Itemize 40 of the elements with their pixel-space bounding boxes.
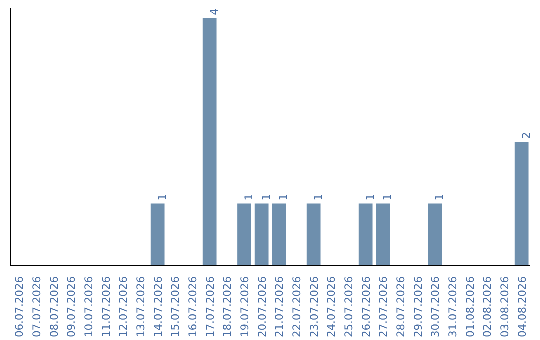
x-tick-label: 23.07.2026	[308, 276, 321, 338]
x-tick-label: 25.07.2026	[342, 276, 356, 338]
x-tick-label: 24.07.2026	[325, 276, 338, 338]
data-label: 1	[242, 194, 256, 201]
x-tick-label: 22.07.2026	[290, 276, 304, 338]
x-tick-label: 03.08.2026	[498, 276, 512, 338]
x-tick-label: 10.07.2026	[82, 276, 96, 338]
x-tick-label: 17.07.2026	[204, 276, 217, 338]
data-label: 1	[277, 194, 290, 201]
x-tick-label: 16.07.2026	[186, 276, 200, 338]
data-label: 4	[208, 8, 221, 16]
x-tick-label: 08.07.2026	[48, 276, 61, 338]
data-label: 1	[156, 194, 169, 201]
x-tick-label: 02.08.2026	[481, 276, 494, 338]
x-tick-label: 01.08.2026	[464, 276, 477, 338]
x-tick-label: 18.07.2026	[221, 276, 234, 338]
x-tick-label: 29.07.2026	[412, 276, 425, 338]
x-tick-label: 19.07.2026	[238, 276, 252, 338]
data-label: 2	[520, 132, 533, 139]
x-tick-label: 11.07.2026	[100, 276, 113, 338]
x-tick-label: 07.07.2026	[30, 276, 44, 338]
x-tick-label: 04.08.2026	[516, 276, 529, 338]
x-tick-label: 27.07.2026	[377, 276, 390, 338]
x-tick-label: 15.07.2026	[169, 276, 182, 338]
data-label: 1	[260, 194, 273, 201]
x-tick-label: 26.07.2026	[360, 276, 373, 338]
x-tick-label: 28.07.2026	[394, 276, 408, 338]
x-tick-label: 14.07.2026	[152, 276, 165, 338]
x-tick-label: 20.07.2026	[256, 276, 269, 338]
data-label: 1	[364, 194, 377, 201]
x-tick-label: 06.07.2026	[13, 276, 26, 338]
x-tick-label: 12.07.2026	[117, 276, 130, 338]
x-tick-label: 09.07.2026	[65, 276, 78, 338]
x-tick-label: 31.07.2026	[446, 276, 460, 338]
x-tick-label: 13.07.2026	[134, 276, 148, 338]
data-label: 1	[381, 194, 394, 201]
data-label: 1	[433, 194, 446, 201]
data-label: 1	[312, 194, 325, 201]
x-tick-label: 21.07.2026	[273, 276, 286, 338]
x-tick-label: 30.07.2026	[429, 276, 442, 338]
